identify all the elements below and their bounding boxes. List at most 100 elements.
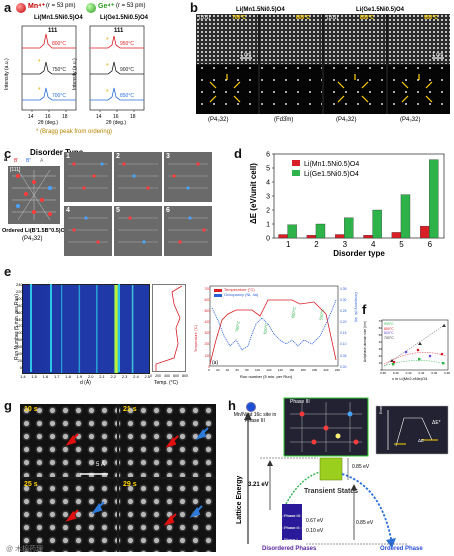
a-left-temp-1: 800°C	[52, 41, 66, 47]
h-caption: Mn/Ni at 16c site in Phase III	[233, 412, 277, 424]
f-legend-850: 850°C	[384, 326, 394, 331]
c-type-3: 3	[166, 153, 170, 160]
d-bar-ge-2	[315, 223, 326, 239]
e-xticks: 1.4 1.5 1.6 1.7 1.8 1.9 2.0 2.1 2.2 2.3 2.4 2.5	[20, 374, 150, 379]
h-disordered: Disordered Phases	[262, 546, 317, 552]
panel-b-left-formula: Li(Mn1.5Ni0.5)O4	[236, 7, 285, 13]
panel-d-bar-chart: 0 1 2 3 4 5 6 1 2 3 4 5 6 ΔE (eV/unit cell) Disorde…	[249, 152, 445, 258]
c-type-1: 1	[66, 153, 70, 160]
d-ytick-label: 2	[266, 208, 270, 215]
a-right-xtick-2: 16	[113, 114, 119, 120]
h-phase-labels: Phase III Phase II Phase I	[284, 510, 300, 546]
mn-ion-sphere-icon	[16, 3, 26, 13]
d-bar-mn-2	[306, 235, 317, 239]
h-ordered: Ordered Phase	[380, 546, 423, 552]
panel-b-stem-images	[196, 14, 450, 114]
d-bar-mn-5	[391, 232, 402, 239]
e-peak-line	[118, 284, 120, 372]
b-temp-1: 700°C	[232, 15, 246, 21]
c-sublabel: a	[4, 157, 8, 163]
g-time-2: 21 s	[123, 406, 137, 413]
c-zone: [111]	[10, 167, 21, 173]
d-legend-swatch-ge	[292, 170, 300, 176]
panel-a-left-xlabel: 2θ (deg.)	[38, 120, 59, 126]
h-phase-2: Phase II	[284, 525, 299, 530]
h-e2: 0.85 eV	[352, 464, 370, 470]
h-ylabel: Lattice Energy	[236, 475, 243, 524]
d-bar-mn-6	[420, 225, 430, 239]
g-time-1: 10 s	[24, 406, 38, 413]
h-energy-diagram	[244, 397, 449, 548]
c-ordered-group: (P4₃32)	[22, 236, 43, 242]
b-group-3: (P4₃32)	[336, 117, 357, 123]
panel-b-letter: b	[190, 0, 198, 15]
h-e4: 0.10 eV	[306, 528, 324, 534]
d-xtick-label: 4	[371, 240, 376, 249]
h-phase-3: Phase III	[284, 513, 300, 518]
panel-c-letter: c	[4, 146, 12, 161]
g-time-3: 25 s	[24, 481, 38, 488]
panel-f-letter: f	[362, 302, 367, 317]
a-right-temp-3: 850°C	[120, 93, 134, 99]
f-ylabel: Antiphase domain size (nm)	[363, 321, 367, 362]
c-ordered-label: Ordered Li(B'1.5B''0.5)O4	[2, 228, 68, 234]
f-legend-700: 700°C	[384, 335, 394, 340]
h-inset-energy: Energy	[378, 401, 383, 414]
mn-ni-atom-icon	[246, 402, 256, 412]
e-legend-occ: Occupancy (Ni, 4a)	[224, 292, 259, 297]
f-xlabel: x in Li(Mn2-xNix)O4	[392, 376, 428, 381]
panel-a-left-formula: Li(Mn1.5Ni0.5)O4	[34, 15, 83, 21]
panel-e-letter: e	[4, 264, 12, 279]
b-temp-3: 850°C	[360, 15, 374, 21]
panel-c-title: Disorder Type	[30, 148, 84, 157]
e-right-yr-ticks: 0.35 0.30 0.25 0.20 0.15 0.10 0.05 0.00	[340, 287, 347, 369]
a-left-xtick-2: 16	[45, 114, 51, 120]
d-bar-mn-3	[335, 234, 345, 239]
a-left-xtick-1: 14	[28, 114, 34, 120]
mn-ion-label: Mn⁴⁺	[28, 3, 46, 10]
h-e5: 0.85 eV	[356, 520, 374, 526]
e-right-ylabel-left: Temperature (°C)	[194, 325, 198, 352]
a-left-temp-3: 700°C	[52, 93, 66, 99]
disorder-type-grid	[64, 152, 212, 256]
b-temp-2: 800°C	[296, 15, 310, 21]
e-peak-line	[50, 284, 52, 372]
f-legend-800: 800°C	[384, 331, 394, 335]
panel-a-right-ylabel: Intensity (a.u.)	[72, 58, 78, 90]
d-bar-mn-4	[363, 235, 373, 239]
ge-radius-label: (r = 53 pm)	[116, 3, 146, 9]
panel-d-letter: d	[234, 146, 242, 161]
h-transient: Transient States	[304, 488, 359, 495]
a-right-xtick-3: 18	[130, 114, 136, 120]
d-legend-label-mn: Li(Mn1.5Ni0.5)O4	[304, 161, 359, 168]
ge-ion-label: Ge⁴⁺	[98, 3, 115, 10]
e-occupancy-plot	[209, 285, 339, 367]
e-right-ylabel-right: Occupancy (Ni, 4a)	[354, 292, 358, 322]
a-left-temp-2: 750°C	[52, 67, 66, 73]
b-temp-4: 950°C	[424, 15, 438, 21]
panel-a-xrd-plots: * * * * *	[21, 25, 145, 112]
c-legend-bprime: B'	[14, 158, 19, 164]
d-ytick-label: 1	[266, 222, 270, 229]
d-ytick-label: 0	[266, 236, 270, 243]
g-stem-frames	[20, 404, 216, 552]
d-bar-ge-1	[287, 224, 297, 239]
d-xlabel: Disorder type	[333, 249, 385, 258]
panel-a-right-xlabel: 2θ (deg.)	[106, 120, 127, 126]
mn-radius-label: (r = 53 pm)	[46, 3, 76, 9]
b-group-4: (P4₃32)	[400, 117, 421, 123]
ordered-structure-image	[8, 166, 60, 224]
d-legend-swatch-mn	[292, 160, 300, 166]
e-yticks: 240 220 200 180 160 140 120 100 80 60 40 20 0	[16, 282, 23, 370]
e-xlabel: d (Å)	[80, 380, 91, 386]
e-right-xlabel: Run number (5 min. per Run)	[240, 374, 293, 379]
a-right-temp-1: 950°C	[120, 41, 134, 47]
f-scatter-plot	[381, 319, 449, 371]
d-ylabel: ΔE (eV/unit cell)	[249, 163, 258, 224]
f-legend: 900°C 850°C 800°C 700°C	[384, 322, 394, 340]
c-type-4: 4	[66, 207, 70, 214]
d-xtick-label: 6	[428, 240, 433, 249]
c-type-6: 6	[166, 207, 170, 214]
e-contour-map	[22, 284, 150, 374]
watermark: @ 木棉药理	[6, 546, 44, 553]
